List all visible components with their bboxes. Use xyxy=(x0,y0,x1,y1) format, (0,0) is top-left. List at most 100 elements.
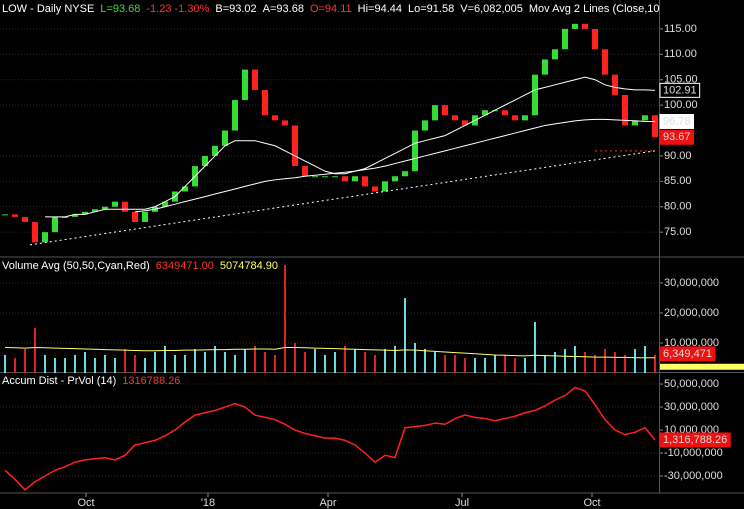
candle xyxy=(462,120,468,126)
panel-header: Volume Avg (50,50,Cyan,Red) 6349471.00 507… xyxy=(2,260,278,272)
y-tick-label: 75.00 xyxy=(664,226,692,238)
volume-bar xyxy=(154,351,156,373)
volume-bar xyxy=(364,351,366,373)
candle xyxy=(642,115,648,121)
candle xyxy=(652,115,658,138)
volume-bar xyxy=(34,327,36,373)
candle xyxy=(382,181,388,192)
candle xyxy=(582,23,588,29)
candle xyxy=(522,115,528,121)
y-tick-label: 115.00 xyxy=(664,23,697,35)
volume-bar xyxy=(574,345,576,373)
value-box: 93.67 xyxy=(659,129,695,145)
volume-bar xyxy=(44,354,46,373)
volume-bar xyxy=(424,348,426,373)
accum-dist-line xyxy=(4,386,656,491)
y-tick-label: -30,000,000 xyxy=(664,470,723,482)
volume-bar xyxy=(104,354,106,373)
header-item: O=94.11 xyxy=(310,3,352,15)
candle xyxy=(312,176,318,178)
y-tick-label: 110.00 xyxy=(664,48,697,60)
volume-bar xyxy=(514,357,516,373)
volume-bar xyxy=(244,348,246,373)
candle xyxy=(612,74,618,95)
candle xyxy=(262,89,268,116)
value-box-label: 93.67 xyxy=(663,131,691,143)
candle xyxy=(412,130,418,172)
candle xyxy=(292,125,298,167)
volume-bar xyxy=(354,348,356,373)
volume-bar xyxy=(394,345,396,373)
candle xyxy=(232,100,238,131)
candle xyxy=(502,110,508,116)
volume-bar xyxy=(444,354,446,373)
header-item: 6349471.00 xyxy=(156,260,214,272)
candle xyxy=(592,28,598,50)
volume-bar xyxy=(634,348,636,373)
value-box: 96.78 xyxy=(659,113,695,129)
candle xyxy=(542,59,548,75)
avg-box xyxy=(660,363,744,370)
volume-bar xyxy=(324,354,326,373)
candle xyxy=(72,214,78,217)
header-item: Lo=91.58 xyxy=(408,3,454,15)
volume-bar xyxy=(274,354,276,373)
candle xyxy=(2,214,8,216)
volume-bar xyxy=(144,357,146,373)
candle xyxy=(532,74,538,116)
volume-bar xyxy=(644,345,646,373)
header-item: 5074784.90 xyxy=(220,260,278,272)
candle xyxy=(182,186,188,192)
value-box: 6,349,471 xyxy=(659,346,716,362)
y-tick-label: 10,000,000 xyxy=(664,337,719,349)
volume-bar xyxy=(114,357,116,373)
candle xyxy=(352,176,358,182)
volume-bar xyxy=(214,345,216,373)
volume-bar xyxy=(604,348,606,373)
y-tick-label: 90.00 xyxy=(664,150,692,162)
header-item: Volume Avg (50,50,Cyan,Red) xyxy=(2,260,150,272)
y-tick-label: 80.00 xyxy=(664,201,692,213)
volume-bar xyxy=(74,354,76,373)
candle xyxy=(632,120,638,126)
volume-bar xyxy=(654,354,656,373)
volume-bar xyxy=(24,348,26,373)
overlay-line xyxy=(4,346,656,359)
y-tick-label: 30,000,000 xyxy=(664,401,719,413)
candle xyxy=(282,120,288,126)
candle xyxy=(12,214,18,217)
x-tick-label: Oct xyxy=(583,497,600,509)
header-item: Mov Avg 2 Lines (Close,10 xyxy=(529,3,660,15)
panel-header: LOW - Daily NYSE L=93.68 -1.23 -1.30% B=93.… xyxy=(2,3,660,15)
volume-bar xyxy=(544,354,546,373)
value-box-bg xyxy=(659,346,716,362)
header-item: Hi=94.44 xyxy=(358,3,402,15)
header-item: A=93.68 xyxy=(263,3,304,15)
volume-bar xyxy=(204,351,206,373)
candle xyxy=(442,105,448,116)
candle xyxy=(242,69,248,101)
candle xyxy=(342,176,348,182)
volume-bar xyxy=(4,354,6,373)
candle xyxy=(452,115,458,121)
header-item: Accum Dist - PrVol (14) xyxy=(2,375,116,387)
panel-header: Accum Dist - PrVol (14) 1316788.26 xyxy=(2,375,180,387)
candle xyxy=(222,130,228,146)
candle xyxy=(252,69,258,90)
volume-bar xyxy=(184,354,186,373)
candle xyxy=(482,110,488,116)
header-item: LOW - Daily NYSE xyxy=(2,3,94,15)
candle xyxy=(212,145,218,156)
header-item: B=93.02 xyxy=(215,3,256,15)
volume-bar xyxy=(264,351,266,373)
value-box-label: 102.91 xyxy=(663,84,697,96)
volume-bar xyxy=(64,357,66,373)
volume-bar xyxy=(234,354,236,373)
candle xyxy=(112,201,118,207)
value-box-bg xyxy=(659,113,695,129)
volume-bar xyxy=(54,357,56,373)
candle xyxy=(122,201,128,212)
candle xyxy=(92,209,98,212)
volume-bar xyxy=(334,351,336,373)
volume-bar xyxy=(594,354,596,373)
